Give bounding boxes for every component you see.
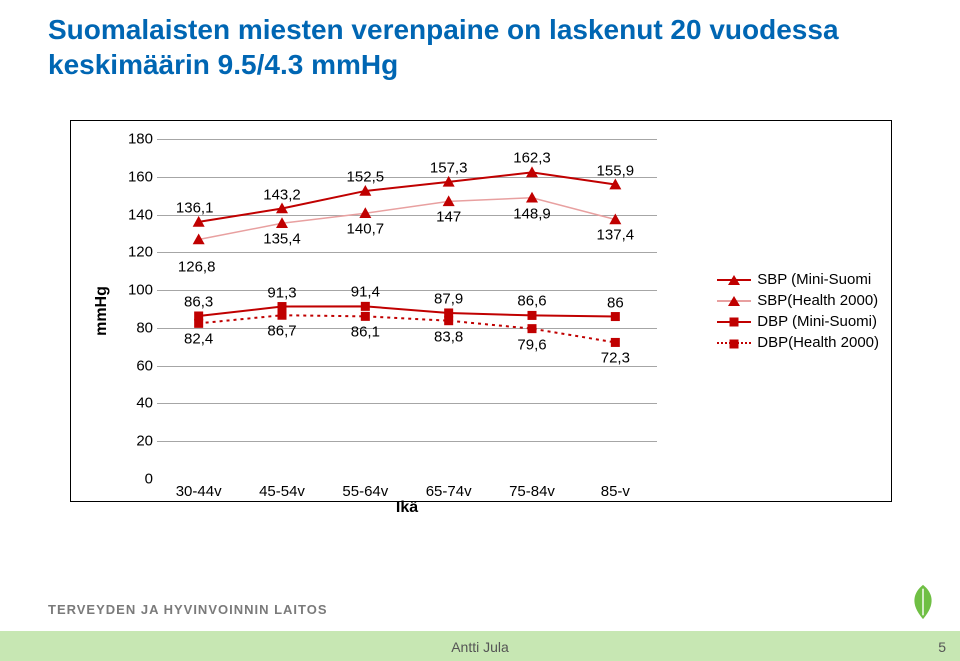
data-label: 86,6 xyxy=(517,293,546,310)
data-label: 86,7 xyxy=(267,323,296,340)
square-icon xyxy=(730,339,739,348)
x-tick: 45-54v xyxy=(259,483,305,500)
legend-label: SBP(Health 2000) xyxy=(757,292,878,309)
data-label: 162,3 xyxy=(513,150,551,167)
data-label: 86 xyxy=(607,294,624,311)
data-label: 86,3 xyxy=(184,293,213,310)
legend: SBP (Mini-Suomi SBP(Health 2000) DBP (Mini… xyxy=(717,267,879,355)
data-label: 157,3 xyxy=(430,159,468,176)
marker xyxy=(278,302,287,311)
x-tick: 30-44v xyxy=(176,483,222,500)
x-axis-label: Ikä xyxy=(157,499,657,517)
legend-swatch xyxy=(717,279,751,281)
page-title: Suomalaisten miesten verenpaine on laske… xyxy=(0,0,960,82)
data-label: 140,7 xyxy=(347,221,385,238)
marker xyxy=(528,324,537,333)
legend-swatch xyxy=(717,321,751,323)
marker xyxy=(611,312,620,321)
y-tick: 40 xyxy=(113,395,153,412)
marker xyxy=(611,338,620,347)
data-label: 126,8 xyxy=(178,259,216,276)
legend-label: SBP (Mini-Suomi xyxy=(757,271,871,288)
data-label: 135,4 xyxy=(263,231,301,248)
marker xyxy=(526,166,538,177)
legend-item: SBP(Health 2000) xyxy=(717,292,879,309)
square-icon xyxy=(730,317,739,326)
chart-frame: mmHg Ikä 02040608010012014016018030-44v4… xyxy=(70,120,892,502)
marker xyxy=(526,192,538,203)
logo-text: TERVEYDEN JA HYVINVOINNIN LAITOS xyxy=(48,602,328,617)
marker xyxy=(444,308,453,317)
y-tick: 140 xyxy=(113,206,153,223)
data-label: 86,1 xyxy=(351,324,380,341)
y-axis-label: mmHg xyxy=(93,286,111,336)
series-dbp_mini xyxy=(199,306,616,316)
y-tick: 80 xyxy=(113,319,153,336)
y-tick: 180 xyxy=(113,131,153,148)
series-svg xyxy=(157,139,657,479)
x-tick: 85-v xyxy=(601,483,630,500)
y-tick: 60 xyxy=(113,357,153,374)
plot-area: Ikä 02040608010012014016018030-44v45-54v… xyxy=(157,139,657,479)
series-sbp_h2000 xyxy=(199,198,616,240)
data-label: 147 xyxy=(436,209,461,226)
marker xyxy=(528,311,537,320)
y-tick: 20 xyxy=(113,433,153,450)
data-label: 91,3 xyxy=(267,284,296,301)
legend-label: DBP (Mini-Suomi) xyxy=(757,313,877,330)
y-tick: 100 xyxy=(113,282,153,299)
data-label: 148,9 xyxy=(513,205,551,222)
x-tick: 75-84v xyxy=(509,483,555,500)
marker xyxy=(278,311,287,320)
x-tick: 55-64v xyxy=(342,483,388,500)
triangle-icon xyxy=(728,275,740,285)
legend-item: DBP (Mini-Suomi) xyxy=(717,313,879,330)
x-tick: 65-74v xyxy=(426,483,472,500)
footer-author: Antti Jula xyxy=(451,639,509,655)
marker xyxy=(361,312,370,321)
leaf-icon xyxy=(904,583,942,621)
legend-swatch xyxy=(717,342,751,344)
legend-label: DBP(Health 2000) xyxy=(757,334,879,351)
data-label: 72,3 xyxy=(601,350,630,367)
data-label: 82,4 xyxy=(184,331,213,348)
data-label: 79,6 xyxy=(517,336,546,353)
data-label: 83,8 xyxy=(434,328,463,345)
legend-item: DBP(Health 2000) xyxy=(717,334,879,351)
data-label: 136,1 xyxy=(176,199,214,216)
marker xyxy=(361,302,370,311)
data-label: 155,9 xyxy=(597,162,635,179)
data-label: 87,9 xyxy=(434,290,463,307)
triangle-icon xyxy=(728,296,740,306)
y-tick: 160 xyxy=(113,168,153,185)
legend-swatch xyxy=(717,300,751,302)
data-label: 152,5 xyxy=(347,168,385,185)
data-label: 143,2 xyxy=(263,186,301,203)
marker xyxy=(194,319,203,328)
y-tick: 120 xyxy=(113,244,153,261)
data-label: 91,4 xyxy=(351,284,380,301)
legend-item: SBP (Mini-Suomi xyxy=(717,271,879,288)
series-sbp_mini xyxy=(199,172,616,221)
data-label: 137,4 xyxy=(597,227,635,244)
marker xyxy=(444,316,453,325)
series-dbp_h2000 xyxy=(199,315,616,342)
y-tick: 0 xyxy=(113,471,153,488)
page-number: 5 xyxy=(938,639,946,655)
